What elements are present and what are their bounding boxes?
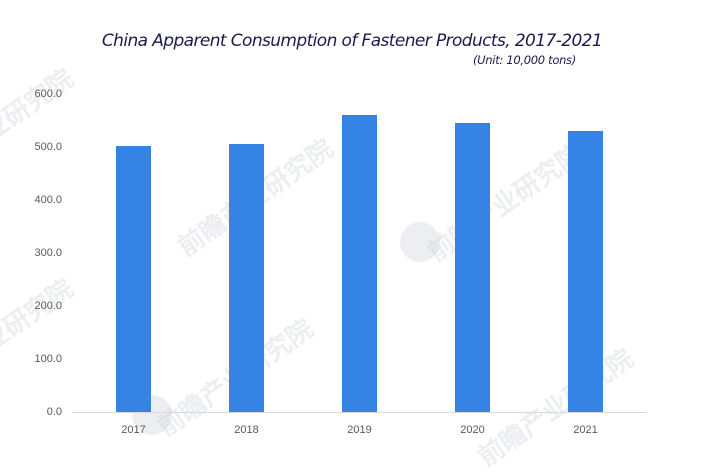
y-tick-label: 500.0	[34, 141, 62, 153]
y-tick-label: 400.0	[34, 194, 62, 206]
x-tick-label: 2018	[234, 424, 259, 436]
x-tick-label: 2019	[347, 424, 372, 436]
y-tick-label: 600.0	[34, 88, 62, 100]
bar-2020	[455, 122, 490, 412]
y-tick-label: 100.0	[34, 353, 62, 365]
y-tick-label: 300.0	[34, 247, 62, 259]
bar-2017	[116, 146, 151, 412]
watermark-text: 前瞻产业研究院	[0, 63, 80, 193]
y-tick-label: 0.0	[46, 406, 62, 418]
x-tick-label: 2021	[573, 424, 598, 436]
x-tick-label: 2020	[460, 424, 485, 436]
watermark-text: 前瞻产业研究院	[472, 343, 640, 473]
bar-2021	[568, 131, 603, 412]
y-tick-label: 200.0	[34, 300, 62, 312]
x-tick-label: 2017	[121, 424, 146, 436]
watermark-logo-icon	[400, 222, 440, 262]
watermark-text: 前瞻产业研究院	[0, 273, 80, 403]
chart-title: China Apparent Consumption of Fastener P…	[101, 31, 603, 51]
bar-2018	[229, 144, 264, 412]
x-axis-line	[72, 412, 647, 413]
bar-2019	[342, 115, 377, 412]
watermark-text: 前瞻产业研究院	[422, 138, 590, 268]
chart-subtitle: (Unit: 10,000 tons)	[473, 53, 576, 67]
